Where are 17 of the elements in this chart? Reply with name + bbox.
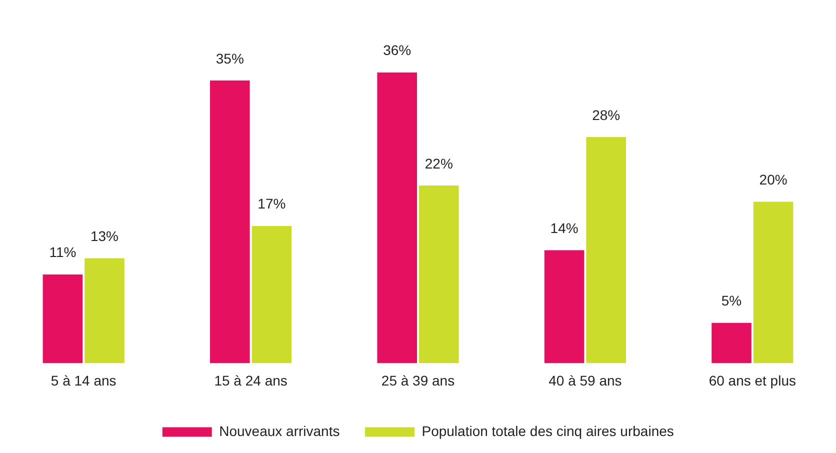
data-label: 11% bbox=[49, 244, 76, 260]
x-tick-label: 5 à 14 ans bbox=[50, 372, 116, 388]
legend-label: Nouveaux arrivants bbox=[219, 422, 340, 439]
x-tick-label: 25 à 39 ans bbox=[381, 372, 455, 388]
data-label: 22% bbox=[424, 155, 453, 172]
data-label: 14% bbox=[550, 220, 578, 236]
x-tick-label: 60 ans et plus bbox=[708, 372, 796, 388]
data-label: 35% bbox=[216, 50, 244, 66]
data-label: 28% bbox=[592, 106, 620, 123]
data-label: 17% bbox=[258, 196, 286, 212]
x-tick-label: 40 à 59 ans bbox=[548, 372, 622, 388]
data-label: 5% bbox=[721, 292, 742, 309]
data-label: 13% bbox=[90, 228, 119, 244]
legend-label: Population totale des cinq aires urbaines bbox=[422, 422, 674, 439]
x-tick-label: 15 à 24 ans bbox=[214, 372, 288, 388]
data-label: 20% bbox=[759, 171, 788, 188]
data-label: 36% bbox=[383, 42, 412, 58]
